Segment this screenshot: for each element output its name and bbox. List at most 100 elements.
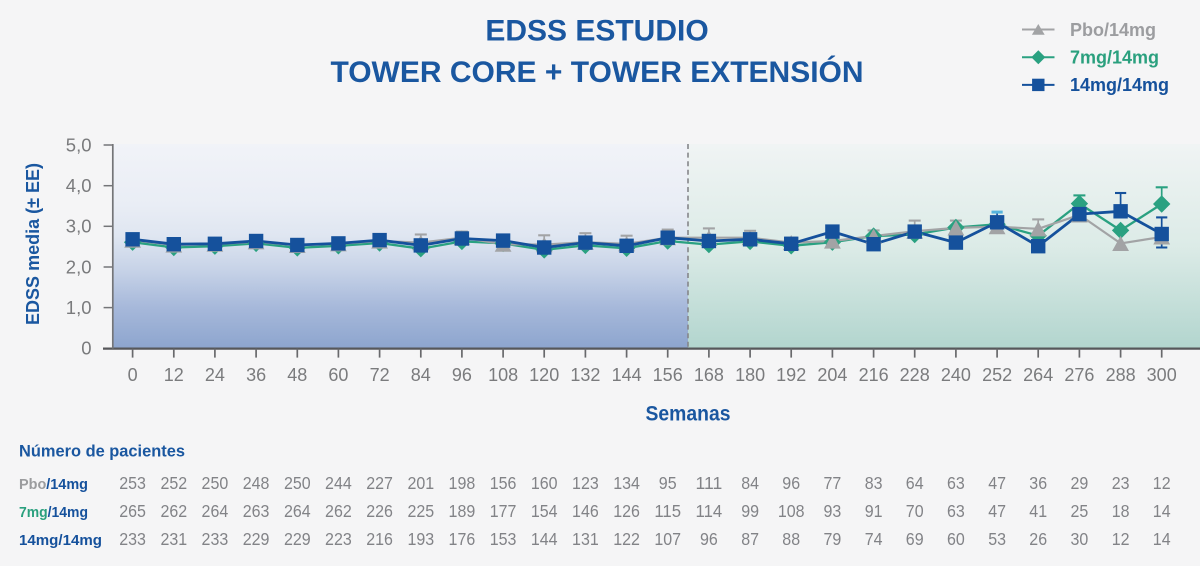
svg-text:95: 95 — [659, 473, 677, 493]
svg-text:153: 153 — [490, 529, 517, 549]
svg-text:3,0: 3,0 — [66, 216, 92, 237]
svg-text:96: 96 — [700, 529, 718, 549]
svg-text:154: 154 — [531, 501, 558, 521]
svg-text:2,0: 2,0 — [66, 256, 92, 277]
svg-text:225: 225 — [407, 501, 434, 521]
svg-text:192: 192 — [776, 365, 806, 385]
svg-text:146: 146 — [572, 501, 599, 521]
svg-text:176: 176 — [449, 529, 476, 549]
svg-text:Semanas: Semanas — [646, 403, 731, 426]
svg-text:14: 14 — [1153, 529, 1171, 549]
svg-text:4,0: 4,0 — [66, 175, 92, 196]
svg-text:180: 180 — [735, 365, 765, 385]
svg-text:265: 265 — [119, 501, 146, 521]
svg-text:126: 126 — [613, 501, 640, 521]
svg-text:122: 122 — [613, 529, 640, 549]
svg-text:60: 60 — [328, 365, 348, 385]
svg-text:250: 250 — [284, 473, 311, 493]
svg-text:69: 69 — [906, 529, 924, 549]
svg-text:160: 160 — [531, 473, 558, 493]
svg-text:198: 198 — [449, 473, 476, 493]
svg-text:30: 30 — [1071, 529, 1089, 549]
svg-text:252: 252 — [160, 473, 187, 493]
svg-text:114: 114 — [696, 501, 723, 521]
svg-text:12: 12 — [164, 365, 184, 385]
svg-text:63: 63 — [947, 473, 965, 493]
svg-text:5,0: 5,0 — [66, 134, 92, 155]
svg-text:156: 156 — [490, 473, 517, 493]
svg-text:264: 264 — [284, 501, 311, 521]
svg-text:189: 189 — [449, 501, 476, 521]
svg-text:14: 14 — [1153, 501, 1171, 521]
svg-text:300: 300 — [1147, 365, 1177, 385]
svg-text:14mg/14mg: 14mg/14mg — [1070, 75, 1169, 95]
svg-text:96: 96 — [452, 365, 472, 385]
svg-text:228: 228 — [900, 365, 930, 385]
svg-text:252: 252 — [982, 365, 1012, 385]
svg-text:233: 233 — [202, 529, 229, 549]
svg-text:87: 87 — [741, 529, 759, 549]
svg-text:14mg/14mg: 14mg/14mg — [19, 532, 102, 549]
svg-text:264: 264 — [1023, 365, 1053, 385]
svg-text:244: 244 — [325, 473, 352, 493]
svg-text:88: 88 — [782, 529, 800, 549]
svg-text:227: 227 — [366, 473, 393, 493]
svg-text:93: 93 — [824, 501, 842, 521]
svg-text:123: 123 — [572, 473, 599, 493]
svg-text:63: 63 — [947, 501, 965, 521]
svg-text:47: 47 — [988, 473, 1006, 493]
svg-text:12: 12 — [1153, 473, 1171, 493]
svg-text:26: 26 — [1029, 529, 1047, 549]
svg-text:64: 64 — [906, 473, 924, 493]
svg-text:111: 111 — [696, 473, 723, 493]
svg-text:107: 107 — [654, 529, 681, 549]
svg-text:264: 264 — [202, 501, 229, 521]
svg-text:79: 79 — [824, 529, 842, 549]
svg-text:193: 193 — [407, 529, 434, 549]
svg-text:168: 168 — [694, 365, 724, 385]
svg-text:156: 156 — [653, 365, 683, 385]
svg-text:216: 216 — [859, 365, 889, 385]
svg-text:84: 84 — [741, 473, 759, 493]
svg-text:132: 132 — [570, 365, 600, 385]
svg-text:250: 250 — [202, 473, 229, 493]
svg-text:0: 0 — [128, 365, 138, 385]
svg-text:91: 91 — [865, 501, 883, 521]
svg-text:Pbo/14mg: Pbo/14mg — [1070, 20, 1156, 40]
svg-text:108: 108 — [488, 365, 518, 385]
svg-text:288: 288 — [1106, 365, 1136, 385]
svg-text:120: 120 — [529, 365, 559, 385]
svg-text:41: 41 — [1029, 501, 1047, 521]
svg-text:36: 36 — [1029, 473, 1047, 493]
svg-text:96: 96 — [782, 473, 800, 493]
svg-text:60: 60 — [947, 529, 965, 549]
svg-text:226: 226 — [366, 501, 393, 521]
svg-text:131: 131 — [572, 529, 599, 549]
svg-text:48: 48 — [287, 365, 307, 385]
svg-text:18: 18 — [1112, 501, 1130, 521]
svg-text:7mg/14mg: 7mg/14mg — [1070, 48, 1159, 68]
svg-text:0: 0 — [81, 338, 91, 359]
svg-text:1,0: 1,0 — [66, 297, 92, 318]
svg-text:72: 72 — [370, 365, 390, 385]
svg-text:248: 248 — [243, 473, 270, 493]
svg-text:115: 115 — [654, 501, 681, 521]
svg-text:144: 144 — [612, 365, 642, 385]
svg-text:TOWER CORE + TOWER EXTENSIÓN: TOWER CORE + TOWER EXTENSIÓN — [330, 55, 863, 89]
svg-text:25: 25 — [1071, 501, 1089, 521]
svg-text:216: 216 — [366, 529, 393, 549]
svg-text:83: 83 — [865, 473, 883, 493]
svg-text:253: 253 — [119, 473, 146, 493]
svg-text:84: 84 — [411, 365, 431, 385]
svg-text:23: 23 — [1112, 473, 1130, 493]
svg-text:262: 262 — [160, 501, 187, 521]
svg-text:12: 12 — [1112, 529, 1130, 549]
svg-text:276: 276 — [1064, 365, 1094, 385]
svg-text:47: 47 — [988, 501, 1006, 521]
svg-text:233: 233 — [119, 529, 146, 549]
svg-text:201: 201 — [407, 473, 434, 493]
svg-text:262: 262 — [325, 501, 352, 521]
svg-text:24: 24 — [205, 365, 225, 385]
svg-text:74: 74 — [865, 529, 883, 549]
svg-text:263: 263 — [243, 501, 270, 521]
